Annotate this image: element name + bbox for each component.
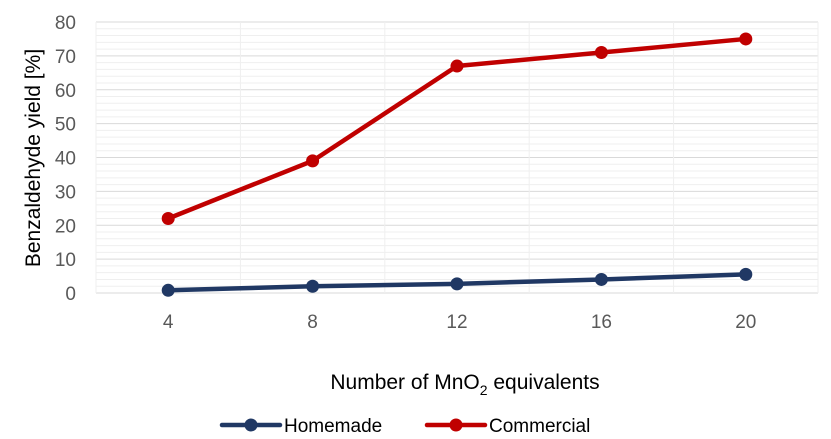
y-tick-label: 80 [55, 13, 76, 34]
legend-label: Homemade [284, 416, 382, 437]
legend-label: Commercial [489, 416, 590, 437]
data-point-commercial [450, 59, 464, 73]
series-layer [161, 32, 753, 297]
data-point-commercial [594, 45, 608, 59]
legend-swatch-marker [244, 418, 258, 432]
y-tick-labels: 0 10 20 30 40 50 60 70 80 [55, 13, 76, 305]
x-tick-label: 20 [735, 312, 756, 333]
x-tick-label: 12 [446, 312, 467, 333]
data-point-homemade [594, 272, 608, 286]
y-tick-label: 10 [55, 250, 76, 271]
x-axis-title: Number of MnO2 equivalents [330, 371, 599, 398]
data-point-commercial [306, 154, 320, 168]
legend: Homemade Commercial [219, 416, 590, 437]
data-point-homemade [161, 283, 175, 297]
y-tick-label: 60 [55, 81, 76, 102]
data-point-homemade [306, 279, 320, 293]
y-tick-label: 70 [55, 47, 76, 68]
legend-item-homemade: Homemade [219, 416, 382, 437]
x-axis-title-subscript: 2 [480, 382, 488, 398]
data-point-homemade [450, 277, 464, 291]
legend-swatch-marker [449, 418, 463, 432]
data-point-commercial [161, 211, 175, 225]
y-tick-label: 20 [55, 216, 76, 237]
x-tick-label: 16 [591, 312, 612, 333]
y-tick-label: 40 [55, 149, 76, 170]
legend-item-commercial: Commercial [424, 416, 590, 437]
x-tick-label: 8 [307, 312, 318, 333]
x-axis-title-main: Number of MnO [330, 371, 479, 394]
y-tick-label: 50 [55, 115, 76, 136]
x-tick-label: 4 [163, 312, 174, 333]
y-tick-label: 0 [65, 284, 76, 305]
x-tick-labels: 4 8 12 16 20 [163, 312, 756, 333]
y-axis-title: Benzaldehyde yield [%] [22, 49, 45, 267]
x-axis-title-rest: equivalents [488, 371, 600, 394]
data-point-homemade [739, 267, 753, 281]
y-tick-label: 30 [55, 182, 76, 203]
data-point-commercial [739, 32, 753, 46]
